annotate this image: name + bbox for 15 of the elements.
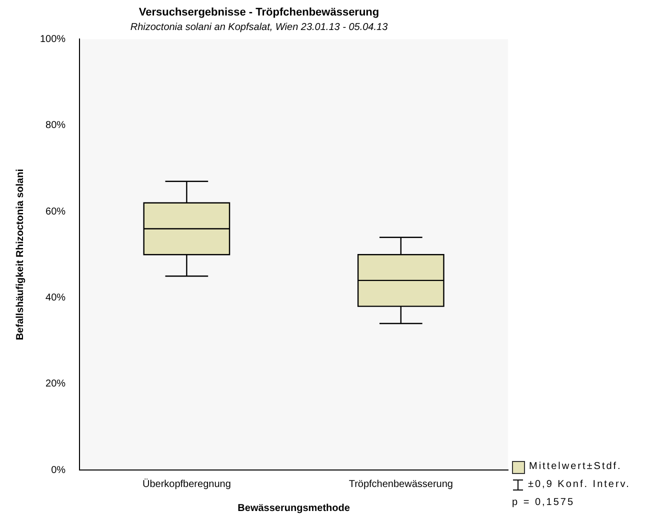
y-tick-label: 0% [51,464,66,476]
chart-title: Versuchsergebnisse - Tröpfchenbewässerung [138,6,380,19]
y-tick-label: 60% [46,206,66,218]
chart-subtitle: Rhizoctonia solani an Kopfsalat, Wien 23.01.13 - 05.04.13 [130,22,388,33]
y-tick-label: 80% [46,120,66,132]
legend-label: Mittelwert±Stdf. [528,460,623,474]
text: ±0,9 Konf. Interv. [527,478,630,492]
y-tick-label: 100% [40,34,66,45]
y-tick-label: 20% [46,378,66,390]
y-tick-label: 40% [46,292,66,304]
x-tick-label: Tröpfchenbewässerung [348,478,453,490]
y-axis-title: Befallshäufigkeit Rhizoctonia solani [14,168,26,340]
x-tick-label: Überkopfberegnung [142,478,231,490]
text: p = 0,1575 [512,496,576,510]
x-axis-title: Bewässerungsmethode [238,502,350,514]
